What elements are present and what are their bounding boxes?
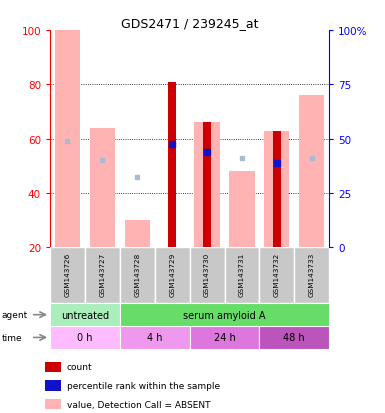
Text: GSM143729: GSM143729: [169, 252, 175, 297]
Text: agent: agent: [2, 311, 28, 319]
Bar: [168, 83, 176, 248]
Bar: [45, 399, 61, 409]
Bar: [299, 96, 324, 248]
Title: GDS2471 / 239245_at: GDS2471 / 239245_at: [121, 17, 258, 30]
Text: 24 h: 24 h: [214, 332, 235, 343]
Text: GSM143732: GSM143732: [274, 252, 280, 297]
Text: GSM143726: GSM143726: [65, 252, 70, 297]
Bar: [194, 123, 219, 248]
Bar: [203, 123, 211, 248]
FancyBboxPatch shape: [85, 248, 120, 304]
Text: value, Detection Call = ABSENT: value, Detection Call = ABSENT: [67, 400, 210, 408]
Bar: [50, 326, 120, 349]
Bar: [259, 326, 329, 349]
Bar: [273, 131, 281, 248]
Bar: [120, 304, 329, 326]
Text: untreated: untreated: [61, 310, 109, 320]
Text: serum amyloid A: serum amyloid A: [183, 310, 266, 320]
Text: time: time: [2, 333, 23, 342]
Bar: [229, 172, 254, 248]
FancyBboxPatch shape: [50, 248, 85, 304]
FancyBboxPatch shape: [190, 248, 224, 304]
Text: GSM143731: GSM143731: [239, 252, 245, 297]
Bar: [120, 326, 190, 349]
Bar: [90, 128, 115, 248]
Text: GSM143728: GSM143728: [134, 252, 140, 297]
Bar: [50, 304, 120, 326]
Bar: [45, 380, 61, 391]
Bar: [45, 362, 61, 372]
Text: GSM143730: GSM143730: [204, 252, 210, 297]
Text: percentile rank within the sample: percentile rank within the sample: [67, 381, 220, 390]
Text: GSM143727: GSM143727: [99, 252, 105, 297]
Bar: [264, 131, 290, 248]
FancyBboxPatch shape: [224, 248, 259, 304]
Text: 48 h: 48 h: [283, 332, 305, 343]
Bar: [125, 221, 150, 248]
Text: 0 h: 0 h: [77, 332, 93, 343]
Text: GSM143733: GSM143733: [309, 252, 315, 297]
Text: 4 h: 4 h: [147, 332, 162, 343]
Text: count: count: [67, 363, 92, 371]
Bar: [55, 31, 80, 248]
FancyBboxPatch shape: [259, 248, 294, 304]
FancyBboxPatch shape: [120, 248, 155, 304]
FancyBboxPatch shape: [155, 248, 190, 304]
Bar: [190, 326, 259, 349]
FancyBboxPatch shape: [294, 248, 329, 304]
